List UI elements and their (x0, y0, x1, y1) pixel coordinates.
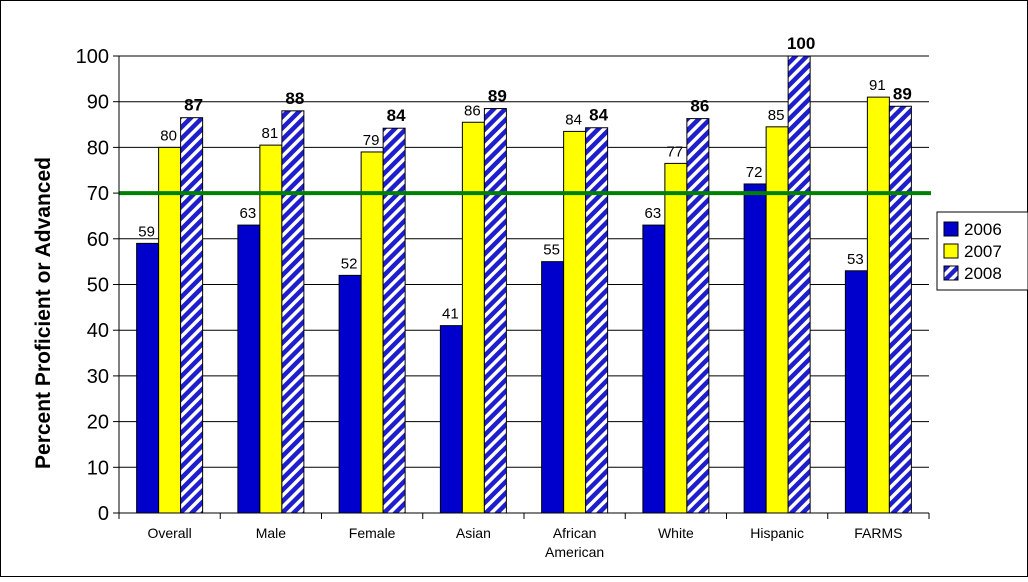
y-tick-label-80: 80 (87, 137, 109, 159)
data-label-hispanic-2006: 72 (746, 164, 763, 181)
y-tick-label-100: 100 (76, 46, 109, 68)
legend-swatch-2007 (943, 243, 959, 259)
data-label-white-2008: 86 (690, 97, 709, 116)
y-tick-label-20: 20 (87, 412, 109, 434)
data-label-female-2006: 52 (341, 255, 358, 272)
bar-farms-2006 (844, 270, 868, 514)
bar-white-2008 (686, 118, 710, 514)
bar-asian-2006 (439, 325, 463, 514)
data-labels: 59 80 87 63 81 88 52 79 84 41 86 89 55 84 84 63 77 86 72 85… (138, 34, 912, 323)
legend: 2006 2007 2008 (936, 211, 1028, 291)
bar-asian-2007 (461, 121, 485, 514)
data-label-hispanic-2007: 85 (768, 107, 785, 124)
x-tick-label-male: Male (256, 525, 287, 541)
bar-male-2007 (259, 144, 283, 514)
bar-white-2007 (664, 162, 688, 514)
bar-farms-2007 (866, 96, 890, 514)
x-tick-label-hispanic: Hispanic (750, 525, 804, 541)
data-label-farms-2007: 91 (869, 77, 886, 94)
y-tick-label-10: 10 (87, 457, 109, 479)
y-tick-label-60: 60 (87, 229, 109, 251)
data-label-overall-2006: 59 (138, 223, 155, 240)
x-tick-label-african-american-line-1: African (553, 525, 597, 541)
y-tick-label-50: 50 (87, 275, 109, 297)
bar-female-2007 (360, 151, 384, 514)
bar-male-2008 (281, 110, 305, 514)
bar-african-american-2008 (585, 127, 609, 514)
data-label-male-2006: 63 (240, 205, 257, 222)
axes: 0 10 20 30 40 50 60 70 80 90 100 Overall Male Female A… (76, 46, 930, 560)
data-label-white-2006: 63 (645, 205, 662, 222)
data-label-asian-2008: 89 (488, 87, 507, 106)
data-label-african-american-2008: 84 (589, 106, 608, 125)
x-tick-label-overall: Overall (147, 525, 191, 541)
y-tick-label-40: 40 (87, 320, 109, 342)
bar-overall-2007 (158, 146, 182, 514)
data-label-female-2007: 79 (363, 132, 380, 149)
x-tick-label-white: White (658, 525, 694, 541)
data-label-overall-2008: 87 (184, 96, 203, 115)
y-tick-label-70: 70 (87, 183, 109, 205)
legend-label-2007: 2007 (964, 242, 1002, 261)
bar-farms-2008 (888, 105, 912, 514)
data-label-white-2007: 77 (667, 143, 684, 160)
legend-label-2006: 2006 (964, 220, 1002, 239)
data-label-asian-2006: 41 (442, 306, 459, 323)
data-label-african-american-2006: 55 (543, 242, 560, 259)
bar-african-american-2006 (541, 261, 565, 514)
bar-female-2006 (338, 274, 362, 514)
bars (136, 55, 912, 514)
data-label-male-2008: 88 (285, 89, 304, 108)
bar-hispanic-2008 (787, 55, 811, 514)
bar-hispanic-2006 (743, 183, 767, 514)
y-tick-label-90: 90 (87, 92, 109, 114)
y-axis-title: Percent Proficient or Advanced (32, 157, 55, 469)
x-tick-label-farms: FARMS (854, 525, 902, 541)
legend-label-2008: 2008 (964, 264, 1002, 283)
data-label-african-american-2007: 84 (565, 111, 582, 128)
bar-male-2006 (237, 224, 261, 514)
legend-swatch-2006 (943, 221, 959, 237)
data-label-hispanic-2008: 100 (787, 34, 815, 53)
bar-white-2006 (642, 224, 666, 514)
data-label-overall-2007: 80 (160, 127, 177, 144)
bar-overall-2006 (136, 242, 160, 514)
data-label-farms-2008: 89 (893, 84, 912, 103)
bar-hispanic-2007 (765, 126, 789, 514)
data-label-asian-2007: 86 (464, 102, 481, 119)
x-tick-label-female: Female (349, 525, 396, 541)
bar-asian-2008 (483, 108, 507, 514)
y-tick-label-0: 0 (98, 503, 109, 525)
y-tick-label-30: 30 (87, 366, 109, 388)
x-tick-label-african-american-line-2: American (545, 544, 604, 560)
bar-overall-2008 (180, 117, 204, 514)
x-tick-label-asian: Asian (456, 525, 491, 541)
bar-african-american-2007 (563, 130, 587, 514)
data-label-female-2008: 84 (387, 106, 406, 125)
bar-female-2008 (382, 127, 406, 514)
legend-swatch-2008 (943, 265, 959, 281)
data-label-male-2007: 81 (262, 125, 279, 142)
data-label-farms-2006: 53 (847, 251, 864, 268)
